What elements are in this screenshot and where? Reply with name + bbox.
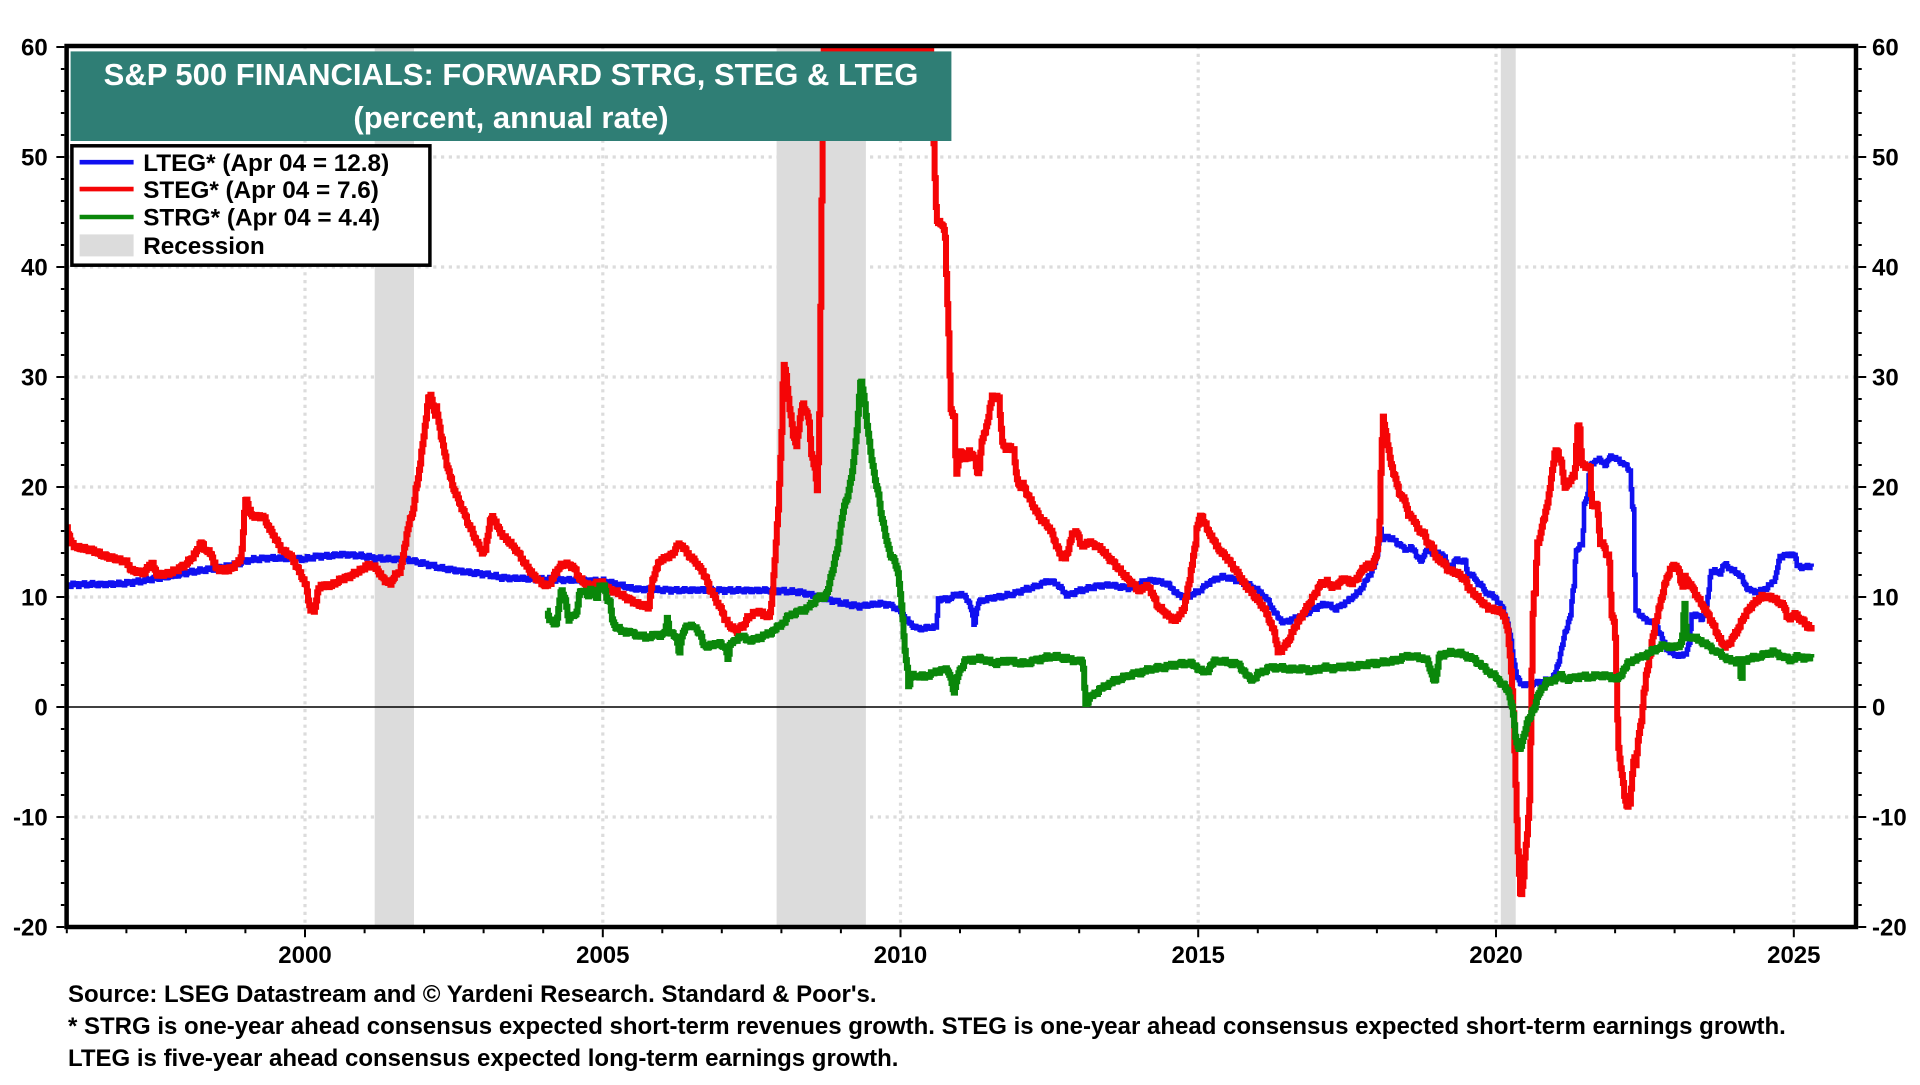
- svg-text:-10: -10: [1872, 805, 1907, 832]
- svg-text:2000: 2000: [278, 942, 331, 969]
- svg-text:Source: LSEG Datastream and ©: Source: LSEG Datastream and © Yardeni Re…: [68, 981, 877, 1008]
- svg-text:-20: -20: [1872, 915, 1907, 942]
- svg-text:0: 0: [1872, 695, 1885, 722]
- svg-text:0: 0: [34, 695, 47, 722]
- svg-text:60: 60: [1872, 35, 1899, 62]
- svg-text:2010: 2010: [874, 942, 927, 969]
- svg-text:20: 20: [1872, 475, 1899, 502]
- svg-text:40: 40: [1872, 255, 1899, 282]
- svg-text:* STRG is one-year ahead conse: * STRG is one-year ahead consensus expec…: [68, 1013, 1786, 1040]
- svg-text:10: 10: [1872, 585, 1899, 612]
- svg-text:50: 50: [21, 145, 48, 172]
- svg-text:Recession: Recession: [143, 233, 265, 260]
- svg-text:10: 10: [21, 585, 48, 612]
- svg-text:30: 30: [21, 365, 48, 392]
- svg-text:30: 30: [1872, 365, 1899, 392]
- svg-text:S&P 500 FINANCIALS: FORWARD ST: S&P 500 FINANCIALS: FORWARD STRG, STEG &…: [104, 57, 919, 92]
- svg-text:(percent, annual rate): (percent, annual rate): [353, 100, 668, 135]
- svg-text:20: 20: [21, 475, 48, 502]
- svg-text:LTEG* (Apr 04 = 12.8): LTEG* (Apr 04 = 12.8): [143, 150, 389, 177]
- svg-text:STRG* (Apr 04 = 4.4): STRG* (Apr 04 = 4.4): [143, 205, 380, 232]
- svg-text:2020: 2020: [1469, 942, 1522, 969]
- svg-text:2005: 2005: [576, 942, 629, 969]
- svg-text:STEG* (Apr 04 = 7.6): STEG* (Apr 04 = 7.6): [143, 177, 379, 204]
- svg-text:60: 60: [21, 35, 48, 62]
- svg-text:-20: -20: [13, 915, 48, 942]
- svg-text:LTEG is five-year ahead consen: LTEG is five-year ahead consensus expect…: [68, 1045, 898, 1072]
- svg-text:40: 40: [21, 255, 48, 282]
- svg-text:-10: -10: [13, 805, 48, 832]
- svg-text:2025: 2025: [1767, 942, 1820, 969]
- svg-text:50: 50: [1872, 145, 1899, 172]
- svg-text:2015: 2015: [1172, 942, 1225, 969]
